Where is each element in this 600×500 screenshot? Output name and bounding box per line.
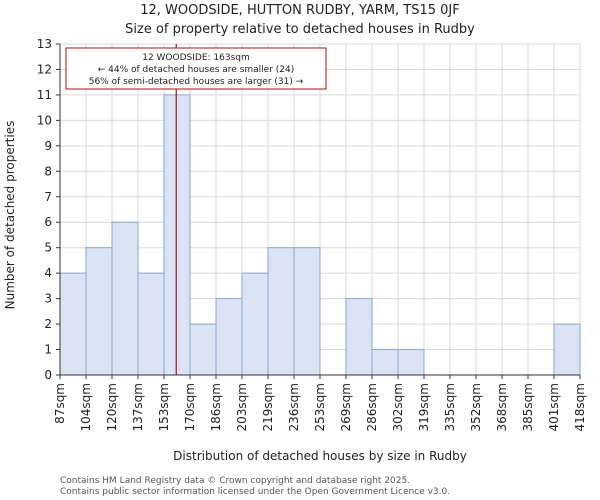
- y-tick-label: 10: [37, 113, 52, 127]
- bar-170sqm: [189, 323, 217, 376]
- x-tick-label: 137sqm: [131, 383, 145, 431]
- y-axis-label: Number of detached properties: [3, 121, 17, 310]
- x-tick-label: 120sqm: [105, 383, 119, 431]
- footer-line-2: Contains public sector information licen…: [60, 487, 450, 497]
- x-tick-label: 219sqm: [261, 383, 275, 431]
- x-tick-label: 186sqm: [209, 383, 223, 431]
- footer-line-1: Contains HM Land Registry data © Crown c…: [60, 476, 410, 486]
- x-tick-label: 335sqm: [443, 383, 457, 431]
- annotation-line-3: 56% of semi-detached houses are larger (…: [89, 77, 304, 87]
- chart-title: 12, WOODSIDE, HUTTON RUDBY, YARM, TS15 0…: [140, 3, 460, 18]
- x-tick-label: 401sqm: [547, 383, 561, 431]
- y-tick-label: 6: [44, 215, 52, 229]
- bar-153sqm: [163, 94, 191, 376]
- x-tick-label: 236sqm: [287, 383, 301, 431]
- x-tick-label: 302sqm: [391, 383, 405, 431]
- y-tick-label: 5: [44, 241, 52, 255]
- y-tick-label: 12: [37, 62, 52, 76]
- y-tick-label: 0: [44, 368, 52, 382]
- annotation-line-2: ← 44% of detached houses are smaller (24…: [98, 65, 295, 75]
- bars: [59, 94, 581, 376]
- y-tick-label: 9: [44, 139, 52, 153]
- bar-269sqm: [345, 298, 373, 376]
- x-tick-label: 269sqm: [339, 383, 353, 431]
- y-tick-label: 13: [37, 37, 52, 51]
- y-tick-label: 11: [37, 88, 52, 102]
- x-tick-label: 368sqm: [495, 383, 509, 431]
- x-tick-label: 319sqm: [417, 383, 431, 431]
- y-tick-label: 3: [44, 292, 52, 306]
- annotation-box: 12 WOODSIDE: 163sqm ← 44% of detached ho…: [65, 47, 327, 90]
- x-tick-labels: 87sqm 104sqm 120sqm 137sqm 153sqm 170sqm 186sq…: [53, 383, 587, 431]
- x-tick-label: 104sqm: [79, 383, 93, 431]
- x-tick-label: 352sqm: [469, 383, 483, 431]
- bar-219sqm: [267, 247, 295, 376]
- x-tick-label: 385sqm: [521, 383, 535, 431]
- axes: [56, 43, 581, 379]
- x-axis-label: Distribution of detached houses by size …: [173, 449, 467, 463]
- bar-286sqm: [371, 349, 399, 376]
- bar-137sqm: [137, 272, 165, 376]
- x-tick-label: 418sqm: [573, 383, 587, 431]
- x-tick-label: 87sqm: [53, 383, 67, 424]
- y-tick-label: 8: [44, 164, 52, 178]
- y-tick-label: 1: [44, 343, 52, 357]
- bar-186sqm: [215, 298, 243, 376]
- x-tick-label: 170sqm: [183, 383, 197, 431]
- x-tick-label: 286sqm: [365, 383, 379, 431]
- bar-236sqm: [293, 247, 321, 376]
- x-tick-label: 203sqm: [235, 383, 249, 431]
- bar-203sqm: [241, 272, 269, 376]
- annotation-border: [65, 47, 327, 90]
- bar-401sqm: [553, 323, 581, 376]
- bar-87sqm: [59, 272, 87, 376]
- bar-302sqm: [397, 349, 425, 376]
- bar-120sqm: [111, 221, 139, 376]
- bar-104sqm: [85, 247, 113, 376]
- x-tick-label: 153sqm: [157, 383, 171, 431]
- y-tick-label: 2: [44, 317, 52, 331]
- chart-subtitle: Size of property relative to detached ho…: [125, 22, 475, 37]
- y-tick-label: 7: [44, 190, 52, 204]
- annotation-line-1: 12 WOODSIDE: 163sqm: [142, 53, 250, 63]
- x-tick-label: 253sqm: [313, 383, 327, 431]
- y-tick-label: 4: [44, 266, 52, 280]
